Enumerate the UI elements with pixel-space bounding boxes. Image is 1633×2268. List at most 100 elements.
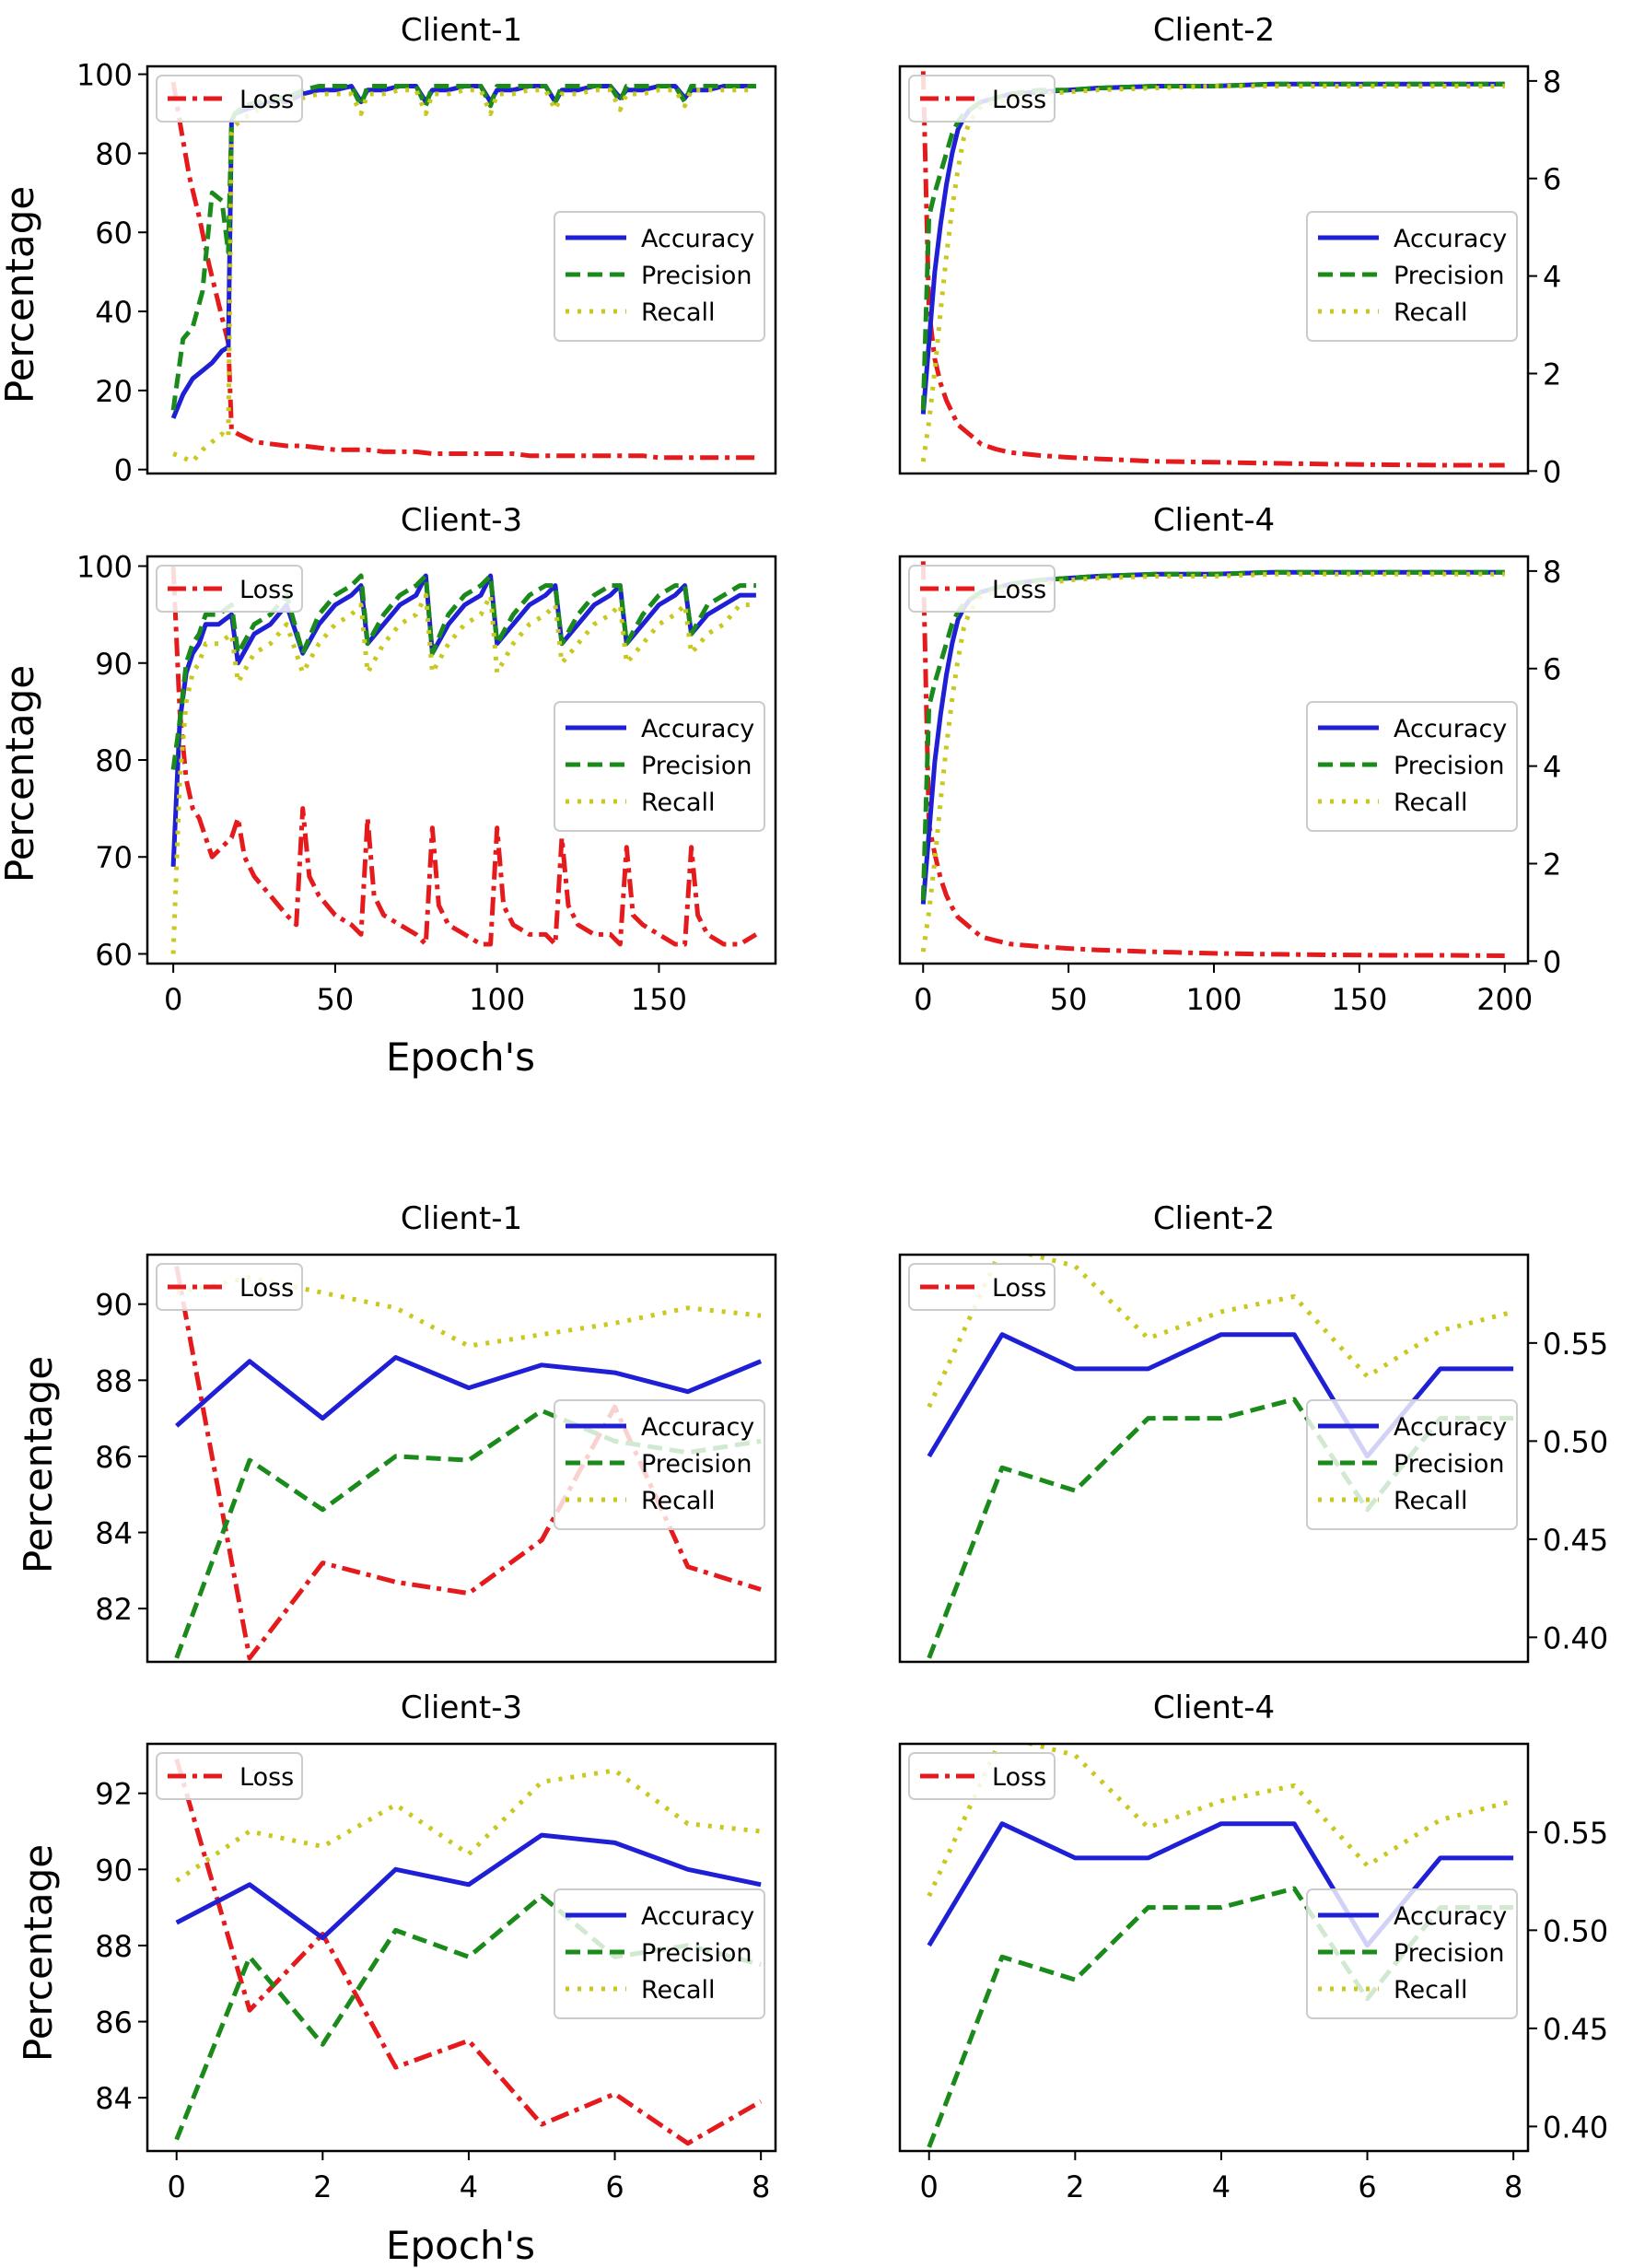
panel-4-y2tick-label: 2 <box>1543 847 1561 882</box>
panel-1-ytick-label: 20 <box>95 374 133 409</box>
panel-3: Client-3 60 70 80 90 100 0 50 100 150 Loss Accuracy… <box>76 502 777 1017</box>
panel-1-ytick-label: 100 <box>76 58 133 93</box>
panel-8-y2tick-label: 0.45 <box>1543 2012 1608 2047</box>
panel-8-xtick-label: 4 <box>1212 2169 1231 2204</box>
panel-3-series-loss <box>170 566 758 947</box>
panel-8-series-accuracy <box>927 1821 1514 1948</box>
panel-4-series-loss <box>920 561 1505 958</box>
panel-5-ytick-label: 90 <box>95 1288 133 1323</box>
panel-7-ytick-label: 92 <box>95 1777 133 1812</box>
panel-8-legend-metrics: Accuracy Precision Recall <box>1306 1888 1518 2019</box>
panel-5-legend-accuracy-label: Accuracy <box>641 1413 754 1442</box>
panel-1-legend-precision-label: Precision <box>641 262 752 290</box>
panel-8-series-recall <box>927 1744 1514 1898</box>
panel-7-ytick-label: 84 <box>95 2081 133 2116</box>
panel-3-xtick-label: 100 <box>469 982 525 1017</box>
panel-8-xtick-label: 8 <box>1504 2169 1522 2204</box>
panel-8-frame <box>898 1742 1530 2153</box>
panel-1-legend-loss: Loss <box>156 75 303 123</box>
panel-7-legend-accuracy-label: Accuracy <box>641 1902 754 1931</box>
panel-7-legend-precision-label: Precision <box>641 1939 752 1968</box>
panel-1-legend-accuracy-label: Accuracy <box>641 225 754 253</box>
panel-7-legend-loss: Loss <box>156 1752 303 1800</box>
panel-5-series-loss <box>174 1265 762 1661</box>
panel-2: Client-2 0 2 4 6 8 Loss Accuracy Precision Recall <box>898 12 1561 489</box>
panel-3-legend-metrics: Accuracy Precision Recall <box>554 701 765 832</box>
panel-6-series-accuracy <box>927 1332 1514 1459</box>
panel-3-ytick-label: 90 <box>95 647 133 682</box>
panel-5-legend-precision-label: Precision <box>641 1450 752 1479</box>
panel-5: Client-1 82 84 86 88 90 Loss Accuracy Precision R… <box>95 1200 777 1664</box>
panel-4-xtick-label: 200 <box>1476 982 1533 1017</box>
panel-5-legend-recall-label: Recall <box>641 1487 716 1515</box>
panel-2-series-loss <box>920 71 1505 468</box>
panel-8-xtick-label: 6 <box>1358 2169 1376 2204</box>
panel-2-y2tick-label: 4 <box>1543 260 1561 295</box>
panel-3-legend-precision-label: Precision <box>641 752 752 780</box>
panel-7-ytick-label: 90 <box>95 1853 133 1888</box>
panel-3-legend-loss-label: Loss <box>239 576 294 604</box>
panel-4-xtick-label: 150 <box>1331 982 1387 1017</box>
panel-3-xtick-label: 0 <box>164 982 182 1017</box>
panel-8-xtick-label: 2 <box>1066 2169 1084 2204</box>
panel-6-series-recall <box>927 1255 1514 1409</box>
panel-2-y2tick-label: 8 <box>1543 64 1561 99</box>
panel-4-y2tick-label: 4 <box>1543 750 1561 785</box>
panel-2-legend-loss: Loss <box>908 75 1056 123</box>
panel-4-y2tick-label: 6 <box>1543 652 1561 687</box>
panel-4-legend-loss: Loss <box>908 565 1056 613</box>
panel-8-legend-recall-label: Recall <box>1394 1976 1468 2005</box>
panel-6-y2tick-label: 0.45 <box>1543 1523 1608 1558</box>
panel-7-series-accuracy <box>175 1832 762 1941</box>
panel-3-title: Client-3 <box>401 502 522 539</box>
panel-6-legend-precision-label: Precision <box>1394 1450 1504 1479</box>
panel-7-legend-recall-label: Recall <box>641 1976 716 2005</box>
panel-4-legend-accuracy-label: Accuracy <box>1394 715 1507 743</box>
panel-6-legend-recall-label: Recall <box>1394 1487 1468 1515</box>
panel-1-legend-loss-label: Loss <box>239 86 294 114</box>
panel-8-legend-precision-label: Precision <box>1394 1939 1504 1968</box>
panel-5-ytick-label: 86 <box>95 1440 133 1475</box>
panels-layer: Client-1020406080100LossAccuracyPrecisio… <box>76 12 1608 2204</box>
panel-8-legend-loss-label: Loss <box>992 1763 1046 1792</box>
panel-7-ytick-label: 88 <box>95 1929 133 1964</box>
panel-2-title: Client-2 <box>1153 12 1275 49</box>
panel-2-y2tick-label: 2 <box>1543 357 1561 392</box>
panel-5-ytick-label: 88 <box>95 1363 133 1398</box>
panel-3-legend-recall-label: Recall <box>641 789 716 817</box>
panel-3-xtick-label: 150 <box>631 982 687 1017</box>
panel-4-title: Client-4 <box>1153 502 1275 539</box>
panel-7-xtick-label: 8 <box>752 2169 770 2204</box>
y-axis-label-client-3-bottom: Percentage <box>16 1844 61 2062</box>
panel-3-legend-accuracy-label: Accuracy <box>641 715 754 743</box>
panel-3-xtick-label: 50 <box>317 982 355 1017</box>
panel-5-legend-metrics: Accuracy Precision Recall <box>554 1399 765 1530</box>
panel-4-legend-metrics: Accuracy Precision Recall <box>1306 701 1518 832</box>
panel-4-y2tick-label: 0 <box>1543 944 1561 979</box>
panel-6-title: Client-2 <box>1153 1200 1275 1237</box>
panel-3-series-precision <box>170 573 756 770</box>
panel-7-xtick-label: 4 <box>460 2169 478 2204</box>
panel-2-legend-accuracy-label: Accuracy <box>1394 225 1507 253</box>
panel-3-ytick-label: 80 <box>95 743 133 778</box>
panel-8-xtick-label: 0 <box>920 2169 939 2204</box>
panel-6-y2tick-label: 0.55 <box>1543 1327 1608 1362</box>
panel-2-legend-precision-label: Precision <box>1394 262 1504 290</box>
panel-1-ytick-label: 40 <box>95 295 133 330</box>
y-axis-label-client-1-bottom: Percentage <box>16 1356 61 1573</box>
panel-1-ytick-label: 60 <box>95 216 133 251</box>
panel-1-ytick-label: 80 <box>95 136 133 171</box>
panel-3-ytick-label: 70 <box>95 840 133 875</box>
panel-7: Client-3 84 86 88 90 92 0 2 4 6 8 Loss Accuracy Preci… <box>95 1689 777 2204</box>
panel-4-xtick-label: 100 <box>1185 982 1242 1017</box>
panel-4-legend-precision-label: Precision <box>1394 752 1504 780</box>
panel-1-title: Client-1 <box>401 12 522 49</box>
panel-8-legend-loss: Loss <box>908 1752 1056 1800</box>
panel-6-frame <box>898 1253 1530 1664</box>
panel-2-legend-loss-label: Loss <box>992 86 1046 114</box>
panel-8-y2tick-label: 0.40 <box>1543 2110 1608 2145</box>
panel-6-y2tick-label: 0.40 <box>1543 1620 1608 1655</box>
panel-2-legend-metrics: Accuracy Precision Recall <box>1306 211 1518 342</box>
panel-1-legend-metrics: Accuracy Precision Recall <box>554 211 765 342</box>
